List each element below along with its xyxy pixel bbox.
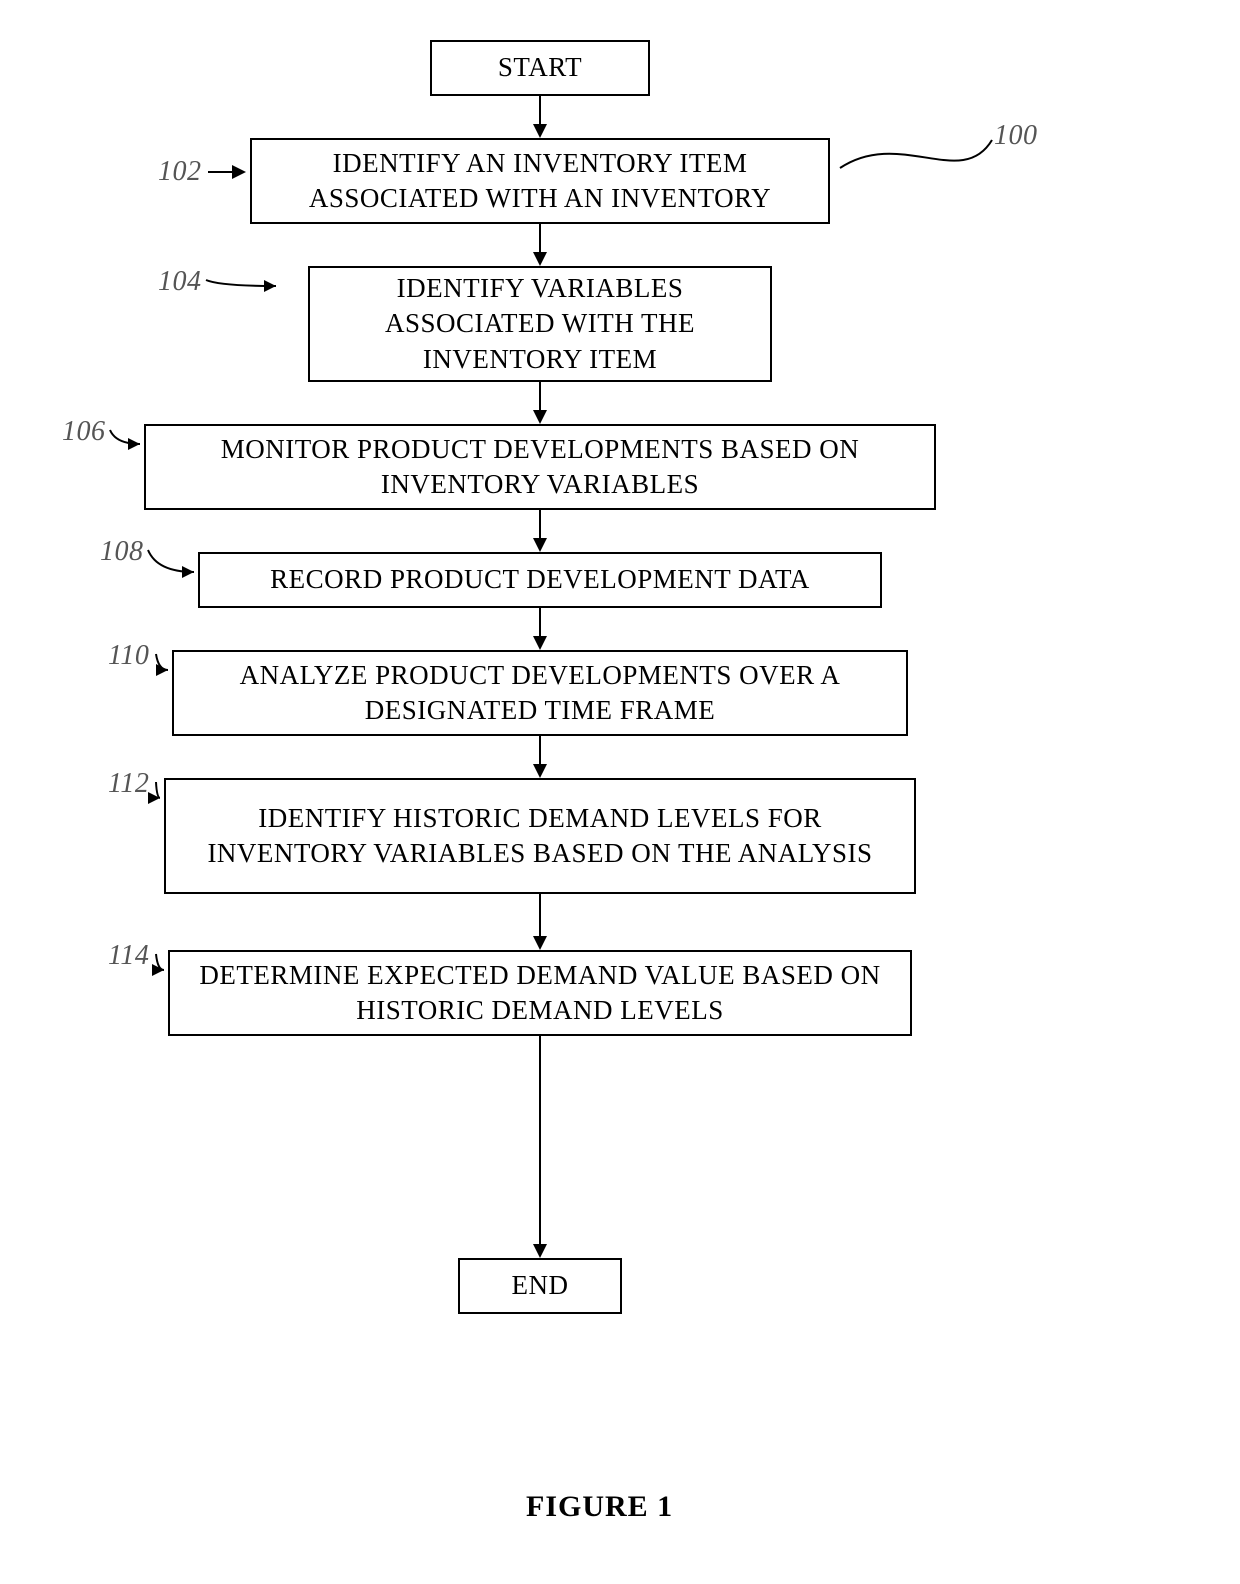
edge-arrowhead xyxy=(533,764,547,778)
flowchart-node-n114: DETERMINE EXPECTED DEMAND VALUE BASED ON… xyxy=(168,950,912,1036)
node-label-108: 108 xyxy=(100,536,144,568)
leader-curve xyxy=(196,270,306,316)
edge-n110-n112 xyxy=(539,736,541,766)
flowchart-node-end: END xyxy=(458,1258,622,1314)
edge-n108-n110 xyxy=(539,608,541,638)
node-label-106: 106 xyxy=(62,416,106,448)
edge-n114-end xyxy=(539,1036,541,1246)
edge-n104-n106 xyxy=(539,382,541,412)
edge-arrowhead xyxy=(533,636,547,650)
flowchart-node-n106: MONITOR PRODUCT DEVELOPMENTS BASED ON IN… xyxy=(144,424,936,510)
edge-n112-n114 xyxy=(539,894,541,938)
figure-caption: FIGURE 1 xyxy=(526,1490,673,1524)
flowchart-node-start: START xyxy=(430,40,650,96)
edge-arrowhead xyxy=(533,1244,547,1258)
node-label-110: 110 xyxy=(108,640,149,672)
flowchart-node-n110: ANALYZE PRODUCT DEVELOPMENTS OVER A DESI… xyxy=(172,650,908,736)
flowchart-node-n104: IDENTIFY VARIABLES ASSOCIATED WITH THE I… xyxy=(308,266,772,382)
node-label-104: 104 xyxy=(158,266,202,298)
flowchart-node-n112: IDENTIFY HISTORIC DEMAND LEVELS FOR INVE… xyxy=(164,778,916,894)
flowchart-node-n108: RECORD PRODUCT DEVELOPMENT DATA xyxy=(198,552,882,608)
edge-arrowhead xyxy=(533,936,547,950)
node-label-112: 112 xyxy=(108,768,149,800)
flowchart-node-n102: IDENTIFY AN INVENTORY ITEM ASSOCIATED WI… xyxy=(250,138,830,224)
edge-n102-n104 xyxy=(539,224,541,254)
flowchart-container: START IDENTIFY AN INVENTORY ITEM ASSOCIAT… xyxy=(0,0,1240,1584)
leader-line xyxy=(208,171,234,173)
edge-arrowhead xyxy=(533,538,547,552)
leader-arrowhead xyxy=(232,165,246,179)
edge-start-n102 xyxy=(539,96,541,126)
node-label-102: 102 xyxy=(158,156,202,188)
edge-n106-n108 xyxy=(539,510,541,540)
edge-arrowhead xyxy=(533,410,547,424)
edge-arrowhead xyxy=(533,252,547,266)
node-label-114: 114 xyxy=(108,940,149,972)
edge-arrowhead xyxy=(533,124,547,138)
reference-mark-100: 100 xyxy=(994,120,1038,152)
